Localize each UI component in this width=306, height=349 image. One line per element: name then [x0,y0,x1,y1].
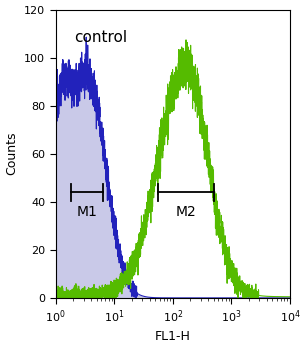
Y-axis label: Counts: Counts [6,132,19,176]
Text: control: control [74,30,128,45]
X-axis label: FL1-H: FL1-H [155,331,191,343]
Text: M1: M1 [76,205,97,220]
Text: M2: M2 [175,205,196,220]
